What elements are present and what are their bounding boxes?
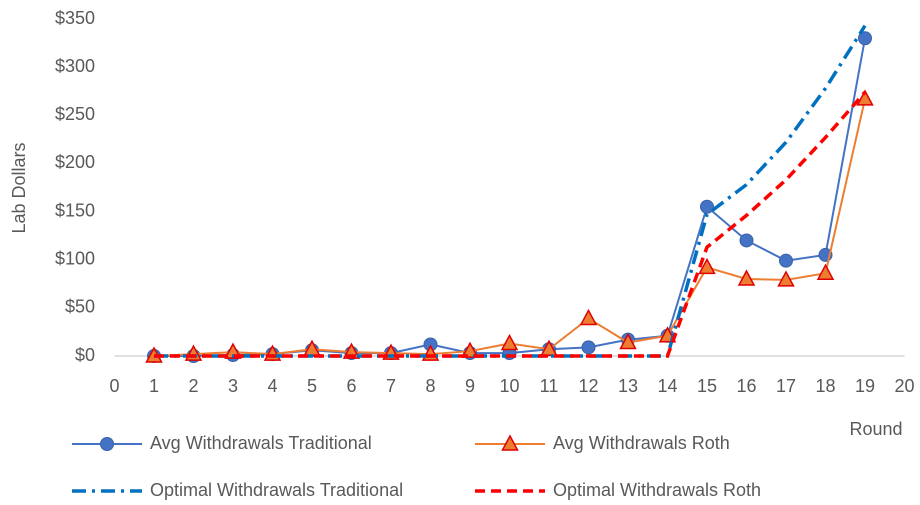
legend-label: Avg Withdrawals Traditional [150,433,372,453]
data-point [500,333,519,351]
y-tick-label: $100 [55,248,95,268]
x-tick-label: 16 [736,376,756,396]
x-tick-label: 1 [149,376,159,396]
series-line [154,38,866,357]
x-axis-title: Round [849,419,902,439]
x-tick-label: 14 [657,376,677,396]
legend-label: Optimal Withdrawals Traditional [150,480,403,500]
data-point [737,269,756,286]
data-point [777,270,795,287]
x-tick-label: 18 [815,376,835,396]
x-tick-label: 4 [267,376,277,396]
series-line [153,98,866,357]
legend-label: Avg Withdrawals Roth [553,433,730,453]
data-point [700,199,714,214]
x-tick-label: 9 [465,376,475,396]
x-tick-label: 0 [109,376,119,396]
data-point [739,233,754,248]
series-line [154,91,867,358]
x-tick-label: 17 [776,376,796,396]
y-tick-label: $0 [75,345,95,365]
x-tick-label: 7 [386,376,396,396]
x-tick-label: 5 [307,376,317,396]
x-tick-label: 11 [540,376,559,396]
y-axis-title: Lab Dollars [9,142,29,233]
data-point [461,341,479,358]
x-tick-label: 13 [618,376,638,396]
y-tick-label: $150 [55,200,95,220]
x-tick-label: 12 [578,376,598,396]
x-tick-label: 6 [346,376,356,396]
data-point [619,332,637,350]
legend-marker [100,437,114,451]
x-tick-label: 15 [697,376,717,396]
x-tick-label: 2 [188,376,198,396]
y-tick-label: $200 [55,152,95,172]
y-tick-label: $350 [55,8,95,28]
data-point [540,339,558,357]
y-tick-label: $250 [55,104,95,124]
x-tick-label: 8 [425,376,435,396]
y-tick-label: $50 [65,297,95,317]
legend-marker [501,434,519,451]
x-tick-label: 19 [855,376,875,396]
series-line [154,24,867,358]
data-point [858,31,872,46]
data-point [698,257,716,275]
data-point [779,253,793,268]
data-point [816,263,835,280]
x-tick-label: 10 [499,376,519,396]
data-point [579,308,598,326]
data-point [856,89,874,106]
x-tick-label: 3 [228,376,238,396]
x-tick-label: 20 [894,376,914,396]
y-tick-label: $300 [55,56,95,76]
legend-label: Optimal Withdrawals Roth [553,480,761,500]
data-point [581,340,596,355]
